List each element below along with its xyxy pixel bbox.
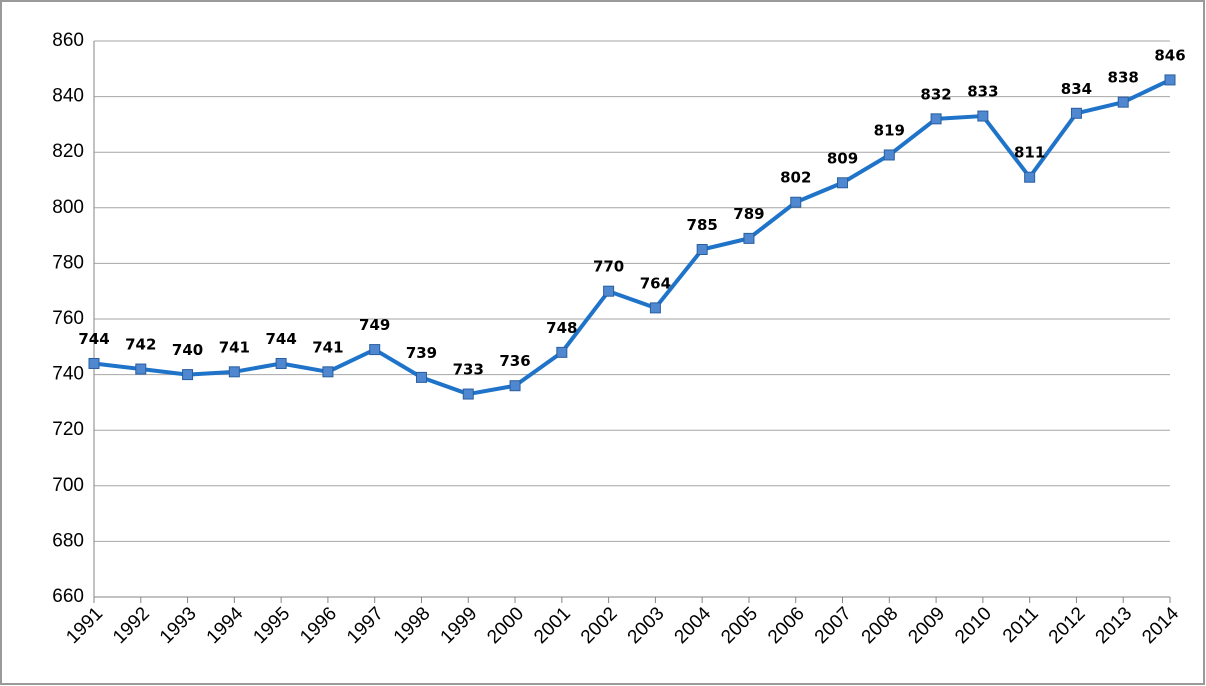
data-label: 742 — [125, 336, 156, 354]
data-label: 764 — [640, 274, 671, 292]
marker — [509, 380, 521, 392]
marker — [182, 369, 194, 381]
data-label: 838 — [1108, 69, 1139, 87]
data-label: 819 — [874, 121, 905, 139]
marker — [743, 232, 755, 244]
data-label: 736 — [499, 352, 530, 370]
data-line — [93, 78, 1171, 397]
y-tick-label: 740 — [52, 364, 84, 385]
y-tick-label: 760 — [52, 308, 84, 329]
marker — [556, 346, 568, 358]
y-tick-label: 780 — [52, 252, 84, 273]
data-label: 832 — [920, 85, 951, 103]
data-label: 741 — [219, 338, 250, 356]
data-label: 833 — [967, 83, 998, 101]
data-label: 749 — [359, 316, 390, 334]
y-tick-label: 720 — [52, 419, 84, 440]
marker — [1070, 107, 1082, 119]
marker — [603, 285, 615, 297]
data-label: 744 — [265, 330, 296, 348]
marker — [1164, 74, 1176, 86]
data-label: 789 — [733, 205, 764, 223]
data-label: 802 — [780, 169, 811, 187]
marker — [790, 196, 802, 208]
marker — [369, 344, 381, 356]
y-tick-label: 660 — [52, 586, 84, 607]
data-label: 744 — [78, 330, 109, 348]
data-label: 733 — [453, 361, 484, 379]
marker — [1024, 171, 1036, 183]
marker — [462, 388, 474, 400]
y-tick-label: 800 — [52, 197, 84, 218]
data-label: 846 — [1154, 46, 1185, 64]
marker — [883, 149, 895, 161]
data-label: 740 — [172, 341, 203, 359]
data-label: 785 — [687, 216, 718, 234]
marker — [837, 177, 849, 189]
marker — [228, 366, 240, 378]
y-tick-label: 860 — [52, 30, 84, 51]
marker — [275, 357, 287, 369]
data-label: 834 — [1061, 80, 1092, 98]
y-tick-label: 700 — [52, 475, 84, 496]
marker — [1117, 96, 1129, 108]
data-label: 741 — [312, 338, 343, 356]
marker — [649, 302, 661, 314]
data-label: 739 — [406, 344, 437, 362]
y-tick-label: 820 — [52, 141, 84, 162]
marker — [415, 371, 427, 383]
data-label: 770 — [593, 258, 624, 276]
y-tick-label: 680 — [52, 530, 84, 551]
marker — [88, 357, 100, 369]
marker — [322, 366, 334, 378]
data-label: 748 — [546, 319, 577, 337]
data-label: 809 — [827, 149, 858, 167]
marker — [696, 244, 708, 255]
marker — [135, 363, 147, 375]
marker — [930, 113, 942, 125]
data-label: 811 — [1014, 144, 1045, 162]
y-tick-label: 840 — [52, 86, 84, 107]
marker — [977, 110, 989, 122]
